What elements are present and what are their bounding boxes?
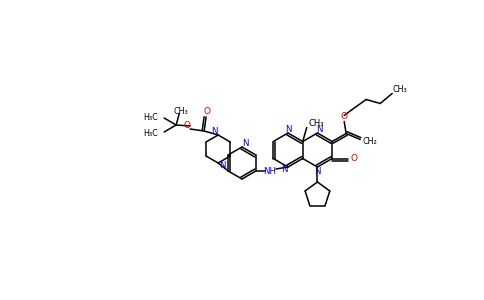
Text: O: O bbox=[204, 107, 211, 116]
Text: H₃C: H₃C bbox=[143, 112, 158, 122]
Text: H₃C: H₃C bbox=[143, 128, 158, 137]
Text: O: O bbox=[351, 154, 358, 163]
Text: N: N bbox=[314, 167, 321, 176]
Text: N: N bbox=[219, 161, 226, 170]
Text: N: N bbox=[211, 128, 217, 136]
Text: N: N bbox=[285, 124, 291, 134]
Text: CH₃: CH₃ bbox=[174, 106, 189, 116]
Text: CH₃: CH₃ bbox=[393, 85, 408, 94]
Text: N: N bbox=[281, 166, 287, 175]
Text: N: N bbox=[316, 124, 323, 134]
Text: O: O bbox=[183, 121, 191, 130]
Text: O: O bbox=[341, 112, 348, 121]
Text: N: N bbox=[242, 140, 248, 148]
Text: NH: NH bbox=[263, 167, 276, 176]
Text: CH₂: CH₂ bbox=[363, 137, 378, 146]
Text: CH₃: CH₃ bbox=[309, 119, 324, 128]
